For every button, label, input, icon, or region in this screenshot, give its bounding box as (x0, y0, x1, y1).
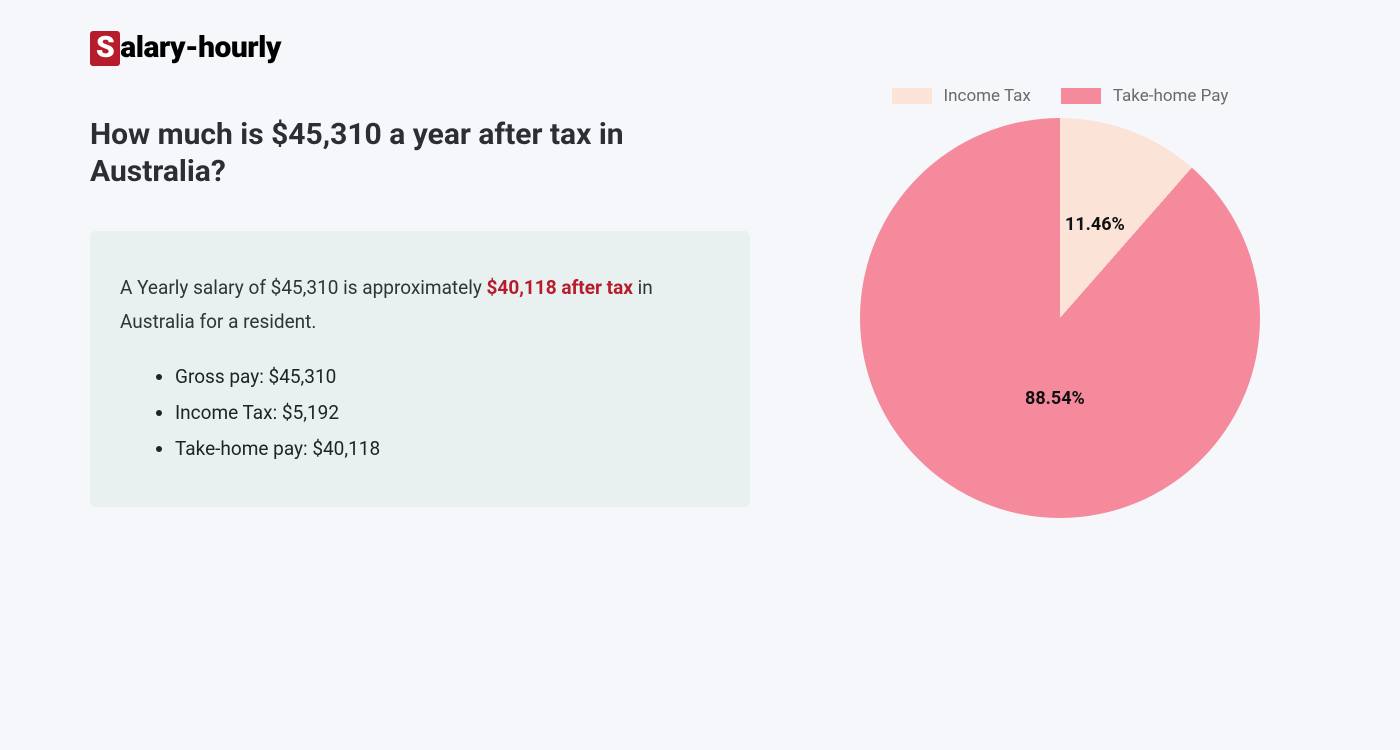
legend-swatch (892, 88, 932, 104)
pie-label-take-home: 88.54% (1025, 388, 1085, 409)
list-item: Take-home pay: $40,118 (175, 431, 720, 467)
legend-swatch (1061, 88, 1101, 104)
legend-item-take-home: Take-home Pay (1061, 86, 1229, 106)
chart-column: Income Tax Take-home Pay 11.46% 88.54% (810, 86, 1310, 518)
page-container: Salary-hourly How much is $45,310 a year… (0, 0, 1400, 548)
legend-item-income-tax: Income Tax (892, 86, 1031, 106)
legend-label: Income Tax (944, 86, 1031, 106)
pie-label-income-tax: 11.46% (1065, 214, 1125, 235)
summary-lead: A Yearly salary of $45,310 is approximat… (120, 271, 720, 339)
legend-label: Take-home Pay (1113, 86, 1229, 106)
summary-highlight: $40,118 after tax (487, 276, 633, 299)
page-title: How much is $45,310 a year after tax in … (90, 116, 750, 191)
pie-disc (860, 118, 1260, 518)
logo-prefix: S (90, 31, 120, 66)
summary-lead-pre: A Yearly salary of $45,310 is approximat… (120, 276, 487, 299)
site-logo: Salary-hourly (90, 30, 1310, 66)
summary-box: A Yearly salary of $45,310 is approximat… (90, 231, 750, 508)
logo-rest: alary-hourly (120, 30, 281, 65)
content-row: How much is $45,310 a year after tax in … (90, 116, 1310, 518)
list-item: Income Tax: $5,192 (175, 395, 720, 431)
left-column: How much is $45,310 a year after tax in … (90, 116, 750, 518)
list-item: Gross pay: $45,310 (175, 359, 720, 395)
chart-legend: Income Tax Take-home Pay (810, 86, 1310, 106)
pie-chart: 11.46% 88.54% (860, 118, 1260, 518)
summary-bullets: Gross pay: $45,310 Income Tax: $5,192 Ta… (120, 359, 720, 467)
